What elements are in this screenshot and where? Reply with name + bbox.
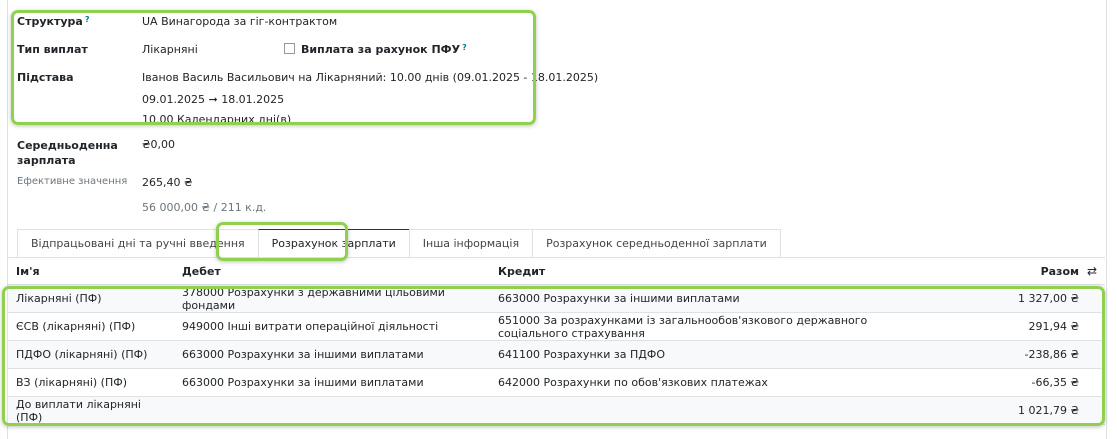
form-sheet [7, 0, 1107, 439]
help-icon[interactable]: ? [462, 43, 467, 52]
col-name[interactable]: Ім'я [8, 258, 174, 285]
table-row[interactable]: ВЗ (лікарняні) (ПФ) 663000 Розрахунки за … [8, 368, 1105, 397]
table-row[interactable]: Лікарняні (ПФ) 378000 Розрахунки з держав… [8, 284, 1105, 313]
basis-label: Підстава [17, 71, 74, 84]
col-credit[interactable]: Кредит [490, 258, 931, 285]
pay-type-label: Тип виплат [17, 43, 88, 56]
table-row[interactable]: ПДФО (лікарняні) (ПФ) 663000 Розрахунки з… [8, 340, 1105, 369]
col-total[interactable]: Разом ⇄ [931, 258, 1105, 285]
col-debit[interactable]: Дебет [174, 258, 490, 285]
tab-bar: Відпрацьовані дні та ручні введення Розр… [17, 229, 781, 257]
basis-dates: 09.01.2025 ➞ 18.01.2025 [142, 93, 285, 106]
basis-days: 10.00 Календарних дні(в) [142, 113, 292, 122]
effective-label: Ефективне значення [17, 176, 128, 187]
structure-value[interactable]: UA Винагорода за гіг-контрактом [142, 15, 338, 28]
avg-salary-label: Середньоденна зарплата [17, 139, 118, 167]
salary-lines-table: Ім'я Дебет Кредит Разом ⇄ Лікарняні (ПФ) 3… [8, 258, 1105, 425]
effective-value: 265,40 ₴ [142, 176, 193, 189]
column-settings-icon[interactable]: ⇄ [1086, 264, 1097, 278]
pfu-checkbox-label: Виплата за рахунок ПФУ [301, 43, 461, 56]
help-icon[interactable]: ? [84, 15, 90, 24]
pfu-checkbox[interactable] [284, 43, 295, 54]
tab-other-info[interactable]: Інша інформація [408, 229, 534, 257]
avg-salary-value: ₴0,00 [142, 138, 176, 151]
structure-label: Структура? [17, 15, 90, 28]
table-row[interactable]: До виплати лікарняні (ПФ) 1 021,79 ₴ [8, 396, 1105, 425]
effective-formula: 56 000,00 ₴ / 211 к.д. [142, 201, 267, 214]
table-row[interactable]: ЄСВ (лікарняні) (ПФ) 949000 Інші витрати … [8, 312, 1105, 341]
tab-worked-days[interactable]: Відпрацьовані дні та ручні введення [17, 229, 259, 257]
tab-salary-calculation[interactable]: Розрахунок зарплати [257, 229, 410, 257]
pfu-checkbox-field[interactable]: Виплата за рахунок ПФУ? [284, 43, 467, 56]
pay-type-value[interactable]: Лікарняні [142, 43, 198, 56]
tab-avg-salary-calculation[interactable]: Розрахунок середньоденної зарплати [532, 229, 781, 257]
basis-value[interactable]: Іванов Василь Васильович на Лікарняний: … [142, 71, 599, 84]
tab-divider [8, 257, 1105, 258]
